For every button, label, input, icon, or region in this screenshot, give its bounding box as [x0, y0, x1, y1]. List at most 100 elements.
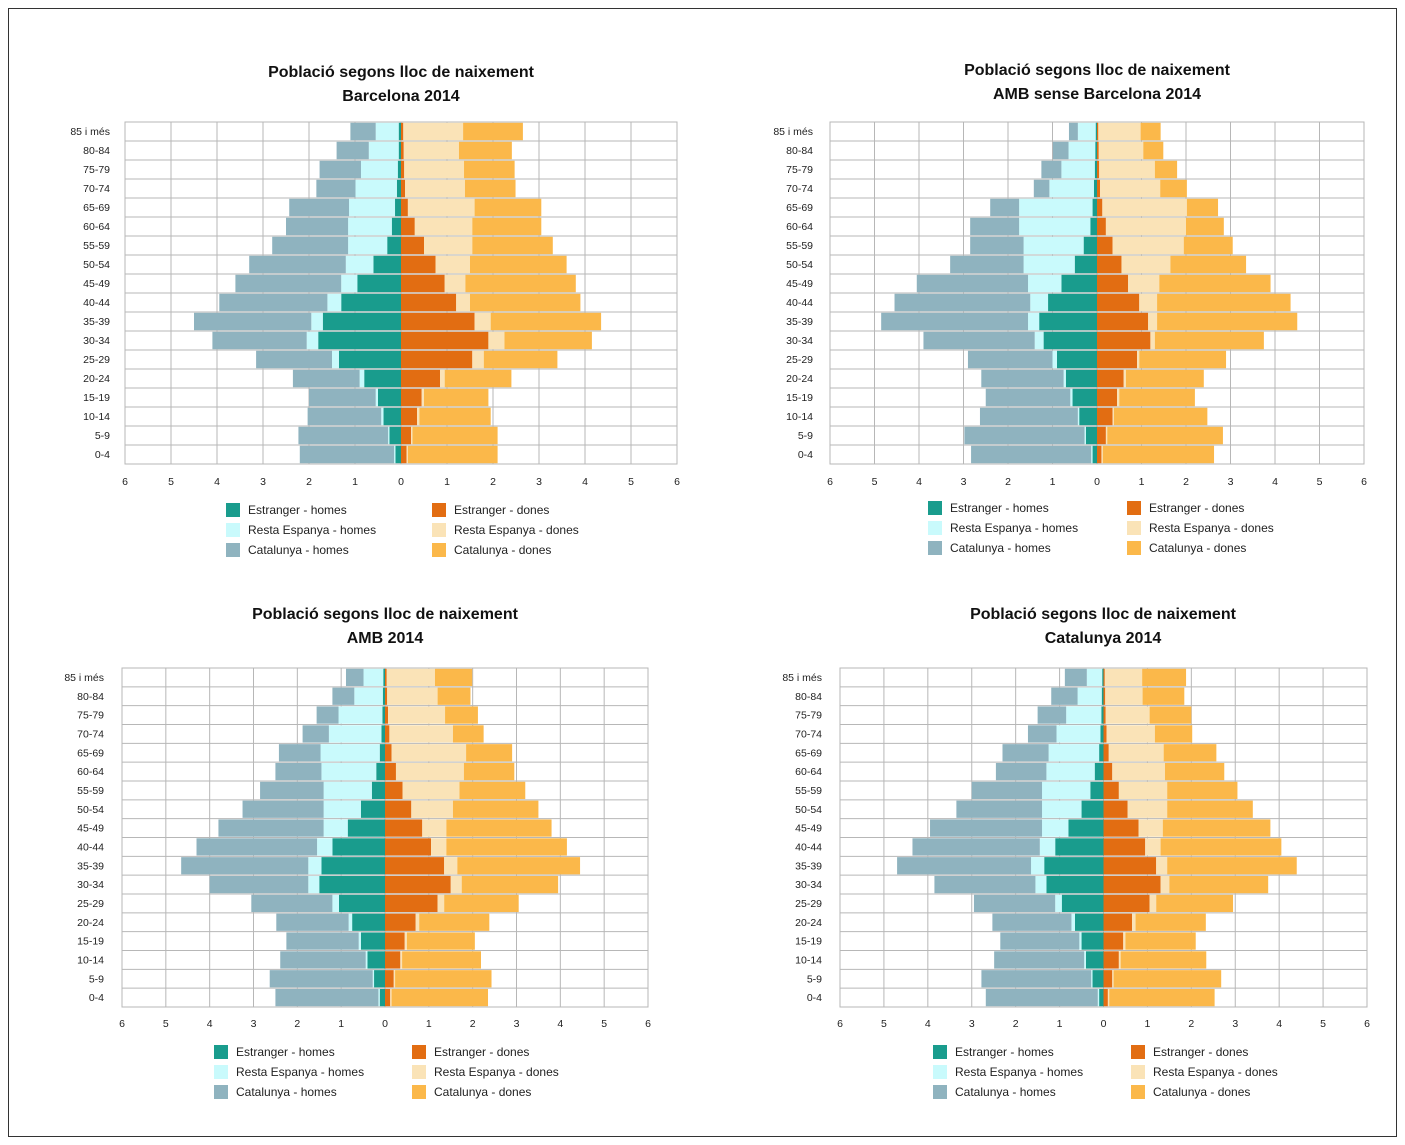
- pyramid-chart-4: Població segons lloc de naixementCatalun…: [782, 606, 1370, 1099]
- bar-resta-espanya-homes-15-19: [359, 932, 361, 949]
- bar-estranger-homes-75-79: [382, 706, 385, 723]
- bar-estranger-dones-5-9: [1097, 427, 1106, 444]
- x-tick-label: 4: [1272, 476, 1278, 488]
- legend-label: Catalunya - dones: [454, 543, 551, 557]
- age-group-label: 45-49: [77, 823, 104, 835]
- legend-item-resta-espanya-dones: Resta Espanya - dones: [1127, 521, 1274, 535]
- bar-estranger-dones-80-84: [385, 688, 387, 705]
- bar-catalunya-dones-40-44: [1161, 838, 1282, 855]
- bar-resta-espanya-homes-10-14: [1078, 408, 1079, 425]
- bar-estranger-dones-40-44: [1097, 294, 1139, 311]
- legend-swatch: [226, 543, 240, 557]
- legend-swatch: [412, 1085, 426, 1099]
- bar-resta-espanya-dones-55-59: [403, 782, 460, 799]
- age-group-label: 40-44: [83, 297, 110, 309]
- chart-subtitle: Barcelona 2014: [342, 88, 460, 105]
- bar-resta-espanya-homes-75-79: [339, 706, 383, 723]
- legend-label: Catalunya - dones: [1153, 1085, 1250, 1099]
- bar-estranger-homes-55-59: [1084, 237, 1097, 254]
- bar-catalunya-homes-15-19: [1000, 932, 1079, 949]
- bar-catalunya-dones-10-14: [402, 951, 481, 968]
- bar-resta-espanya-dones-35-39: [444, 857, 457, 874]
- bar-catalunya-dones-0-4: [408, 446, 498, 463]
- bar-estranger-dones-5-9: [1104, 970, 1113, 987]
- bar-catalunya-homes-85-i-m-s: [1069, 123, 1078, 140]
- bar-resta-espanya-dones-0-4: [1108, 989, 1109, 1006]
- bar-resta-espanya-homes-65-69: [1019, 199, 1092, 216]
- bar-resta-espanya-homes-60-64: [348, 218, 392, 235]
- bar-catalunya-homes-0-4: [275, 989, 378, 1006]
- legend-label: Catalunya - homes: [236, 1085, 337, 1099]
- bar-estranger-homes-85-i-m-s: [1102, 669, 1103, 686]
- bar-estranger-dones-5-9: [385, 970, 394, 987]
- bar-catalunya-dones-75-79: [1155, 161, 1177, 178]
- bar-resta-espanya-homes-55-59: [324, 782, 372, 799]
- legend-label: Resta Espanya - homes: [236, 1065, 364, 1079]
- bar-estranger-dones-25-29: [1104, 895, 1150, 912]
- bar-resta-espanya-homes-5-9: [1091, 970, 1092, 987]
- bar-estranger-homes-35-39: [1039, 313, 1097, 330]
- bar-catalunya-dones-70-74: [1160, 180, 1187, 197]
- bar-estranger-homes-15-19: [1073, 389, 1097, 406]
- bar-estranger-dones-10-14: [1104, 951, 1119, 968]
- bar-resta-espanya-dones-55-59: [424, 237, 472, 254]
- age-group-label: 80-84: [83, 145, 110, 157]
- bar-catalunya-dones-20-24: [1126, 370, 1204, 387]
- x-tick-label: 5: [163, 1018, 169, 1030]
- bar-estranger-homes-80-84: [1095, 142, 1097, 159]
- bar-catalunya-homes-60-64: [286, 218, 348, 235]
- bar-catalunya-dones-60-64: [472, 218, 541, 235]
- age-group-label: 5-9: [89, 973, 104, 985]
- age-group-label: 20-24: [795, 917, 822, 929]
- bar-estranger-homes-20-24: [1075, 914, 1104, 931]
- bar-resta-espanya-dones-65-69: [1102, 199, 1187, 216]
- bar-resta-espanya-dones-60-64: [1112, 763, 1165, 780]
- bar-resta-espanya-homes-5-9: [388, 427, 389, 444]
- bar-resta-espanya-dones-35-39: [1156, 857, 1167, 874]
- bar-estranger-homes-15-19: [361, 932, 385, 949]
- bar-catalunya-dones-55-59: [1167, 782, 1237, 799]
- bar-catalunya-homes-25-29: [968, 351, 1053, 368]
- bar-catalunya-dones-5-9: [413, 427, 498, 444]
- bar-catalunya-homes-70-74: [1034, 180, 1050, 197]
- bar-estranger-homes-50-54: [1075, 256, 1097, 273]
- bar-estranger-dones-25-29: [385, 895, 438, 912]
- bar-catalunya-homes-5-9: [964, 427, 1084, 444]
- bar-resta-espanya-dones-75-79: [1106, 706, 1150, 723]
- bar-catalunya-homes-85-i-m-s: [346, 669, 364, 686]
- bar-resta-espanya-dones-5-9: [394, 970, 395, 987]
- legend-swatch: [214, 1045, 228, 1059]
- bar-catalunya-dones-75-79: [1150, 706, 1192, 723]
- bar-catalunya-homes-65-69: [1002, 744, 1048, 761]
- x-tick-label: 6: [837, 1018, 843, 1030]
- bar-catalunya-dones-15-19: [424, 389, 488, 406]
- bar-estranger-homes-5-9: [374, 970, 385, 987]
- legend-item-estranger-homes: Estranger - homes: [933, 1045, 1054, 1059]
- age-group-label: 0-4: [89, 992, 104, 1004]
- bar-resta-espanya-dones-60-64: [396, 763, 464, 780]
- bar-estranger-homes-0-4: [1099, 989, 1103, 1006]
- legend-label: Estranger - dones: [1149, 501, 1244, 515]
- bar-resta-espanya-homes-35-39: [1028, 313, 1039, 330]
- chart-title: Població segons lloc de naixement: [252, 606, 519, 623]
- bar-catalunya-homes-25-29: [251, 895, 332, 912]
- age-group-label: 80-84: [786, 145, 813, 157]
- bar-catalunya-homes-65-69: [289, 199, 349, 216]
- bar-estranger-dones-35-39: [401, 313, 475, 330]
- bar-resta-espanya-dones-50-54: [1121, 256, 1170, 273]
- bar-catalunya-homes-45-49: [917, 275, 1028, 292]
- bar-catalunya-dones-0-4: [1103, 446, 1214, 463]
- bar-resta-espanya-dones-65-69: [392, 744, 467, 761]
- bar-catalunya-dones-75-79: [464, 161, 515, 178]
- age-group-label: 10-14: [795, 954, 822, 966]
- legend-swatch: [1131, 1065, 1145, 1079]
- age-group-label: 15-19: [83, 392, 110, 404]
- age-group-label: 60-64: [77, 766, 104, 778]
- bar-resta-espanya-dones-35-39: [1148, 313, 1157, 330]
- bar-catalunya-homes-50-54: [956, 801, 1042, 818]
- bar-catalunya-dones-35-39: [1167, 857, 1297, 874]
- bar-resta-espanya-dones-20-24: [416, 914, 420, 931]
- bar-estranger-dones-15-19: [385, 932, 405, 949]
- bar-catalunya-homes-40-44: [895, 294, 1031, 311]
- legend-item-catalunya-homes: Catalunya - homes: [214, 1085, 337, 1099]
